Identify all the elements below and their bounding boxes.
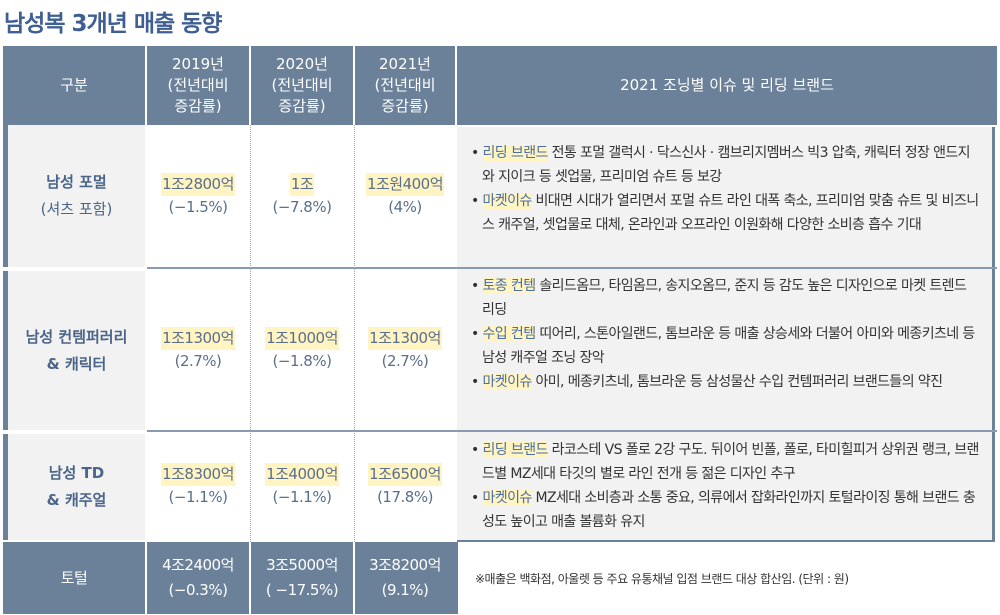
row-label-sub: & 캐릭터 — [46, 354, 107, 373]
tag-label: 리딩 브랜드 — [482, 442, 548, 458]
cell-td-2020: 1조4000억 (−1.1%) — [251, 432, 353, 540]
total-label-cell: 토털 — [3, 542, 145, 614]
issues-formal: • 리딩 브랜드 전통 포멀 갤럭시 · 닥스신사 · 캠브리지멤버스 빅3 압… — [457, 127, 995, 267]
amount: 1조8300억 — [161, 463, 235, 486]
change: (17.8%) — [377, 488, 433, 506]
bullet: • 수입 컨템 띠어리, 스톤아일랜드, 톰브라운 등 매출 상승세와 더불어 … — [471, 326, 975, 366]
tag-label: 마켓이슈 — [482, 374, 532, 390]
header-category: 구분 — [3, 46, 145, 125]
header-year: 2021년 — [379, 55, 431, 73]
header-year: 2019년 — [172, 55, 224, 73]
header-sub: (전년대비 — [374, 76, 436, 94]
amount: 1조원400억 — [365, 173, 445, 196]
bullet-text: 솔리드옴므, 타임옴므, 송지오옴므, 준지 등 감도 높은 디자인으로 마켓 … — [482, 278, 967, 318]
bullet-text: 전통 포멀 갤럭시 · 닥스신사 · 캠브리지멤버스 빅3 압축, 캐릭터 정장… — [482, 145, 971, 185]
cell-formal-2021: 1조원400억 (4%) — [355, 125, 455, 267]
footnote: ※매출은 백화점, 아울렛 등 주요 유통채널 입점 브랜드 대상 합산임. (… — [455, 542, 997, 614]
row-label-main: 남성 포멀 — [46, 173, 107, 191]
amount: 1조4000억 — [265, 463, 339, 486]
row-label-contemporary: 남성 컨템퍼러리 & 캐릭터 — [3, 271, 145, 430]
amount: 3조5000억 — [266, 556, 338, 574]
row-label-td-casual: 남성 TD & 캐주얼 — [3, 434, 145, 540]
tag-label: 토종 컨템 — [482, 278, 536, 294]
header-2020: 2020년 (전년대비 증감률) — [251, 46, 353, 125]
bullet: • 마켓이슈 비대면 시대가 열리면서 포멀 슈트 라인 대폭 축소, 프리미엄… — [471, 193, 979, 233]
change: (−7.8%) — [272, 198, 332, 216]
column-divider — [250, 125, 251, 542]
footnote-text: ※매출은 백화점, 아울렛 등 주요 유통채널 입점 브랜드 대상 합산임. (… — [475, 571, 849, 586]
row-label-main: 남성 TD — [48, 464, 105, 482]
cell-contemporary-2019: 1조1300억 (2.7%) — [147, 269, 249, 430]
header-2019: 2019년 (전년대비 증감률) — [147, 46, 249, 125]
total-2019: 4조2400억 (−0.3%) — [147, 542, 249, 614]
header-sub: 증감률) — [278, 97, 326, 115]
change: (2.7%) — [174, 351, 222, 370]
row-label-sub: (셔츠 포함) — [40, 200, 113, 218]
amount: 3조8200억 — [369, 556, 441, 574]
change: (−1.1%) — [272, 488, 332, 506]
issues-contemporary: • 토종 컨템 솔리드옴므, 타임옴므, 송지오옴므, 준지 등 감도 높은 디… — [457, 269, 995, 430]
header-issues: 2021 조닝별 이슈 및 리딩 브랜드 — [457, 46, 997, 125]
change: (−1.1%) — [168, 488, 228, 506]
amount: 1조 — [289, 173, 315, 196]
issues-td-casual: • 리딩 브랜드 라코스테 VS 폴로 2강 구도. 뒤이어 빈폴, 폴로, 타… — [457, 432, 995, 542]
bullet: • 리딩 브랜드 라코스테 VS 폴로 2강 구도. 뒤이어 빈폴, 폴로, 타… — [471, 442, 979, 482]
amount: 1조6500억 — [368, 463, 442, 486]
bullet-text: 라코스테 VS 폴로 2강 구도. 뒤이어 빈폴, 폴로, 타미힐피거 상위권 … — [482, 442, 979, 482]
amount: 1조2800억 — [161, 173, 235, 196]
bullet: • 마켓이슈 MZ세대 소비층과 소통 중요, 의류에서 잡화라인까지 토털라이… — [471, 490, 976, 530]
row-label-sub: & 캐주얼 — [46, 491, 107, 509]
header-year: 2020년 — [276, 55, 328, 73]
tag-label: 수입 컨템 — [482, 326, 536, 342]
bullet-text: 비대면 시대가 열리면서 포멀 슈트 라인 대폭 축소, 프리미엄 맞춤 슈트 … — [482, 193, 979, 233]
tag-label: 마켓이슈 — [482, 490, 532, 506]
total-2021: 3조8200억 (9.1%) — [355, 542, 455, 614]
bullet-text: 아미, 메종키츠네, 톰브라운 등 삼성물산 수입 컨템퍼러리 브랜드들의 약진 — [531, 374, 943, 390]
amount: 1조1300억 — [161, 326, 235, 350]
change: ( −17.5%) — [265, 581, 339, 599]
header-sub: (전년대비 — [271, 76, 333, 94]
change: (−1.5%) — [168, 198, 228, 216]
change: (2.7%) — [381, 351, 429, 370]
header-category-label: 구분 — [60, 76, 88, 94]
cell-td-2021: 1조6500억 (17.8%) — [355, 432, 455, 540]
change: (4%) — [388, 198, 422, 216]
header-sub: (전년대비 — [167, 76, 229, 94]
page-title: 남성복 3개년 매출 동향 — [4, 11, 222, 37]
header-2021: 2021년 (전년대비 증감률) — [355, 46, 455, 125]
amount: 1조1300억 — [368, 326, 442, 350]
header-sub: 증감률) — [174, 97, 222, 115]
cell-contemporary-2021: 1조1300억 (2.7%) — [355, 269, 455, 430]
column-divider — [354, 125, 355, 542]
header-issues-label: 2021 조닝별 이슈 및 리딩 브랜드 — [620, 76, 834, 94]
bullet-text: 띠어리, 스톤아일랜드, 톰브라운 등 매출 상승세와 더불어 아미와 메종키츠… — [482, 326, 975, 366]
total-2020: 3조5000억 ( −17.5%) — [251, 542, 353, 614]
amount: 4조2400억 — [162, 556, 234, 574]
header-sub: 증감률) — [381, 97, 429, 115]
cell-td-2019: 1조8300억 (−1.1%) — [147, 432, 249, 540]
bullet: • 리딩 브랜드 전통 포멀 갤럭시 · 닥스신사 · 캠브리지멤버스 빅3 압… — [471, 145, 971, 185]
total-label: 토털 — [60, 568, 88, 587]
row-label-main: 남성 컨템퍼러리 — [25, 327, 128, 346]
cell-contemporary-2020: 1조1000억 (−1.8%) — [251, 269, 353, 430]
tag-label: 마켓이슈 — [482, 193, 532, 209]
cell-formal-2019: 1조2800억 (−1.5%) — [147, 125, 249, 267]
row-label-formal: 남성 포멀 (셔츠 포함) — [3, 125, 145, 267]
tag-label: 리딩 브랜드 — [482, 145, 548, 161]
amount: 1조1000억 — [265, 326, 339, 350]
change: (9.1%) — [381, 581, 429, 599]
bullet: • 토종 컨템 솔리드옴므, 타임옴므, 송지오옴므, 준지 등 감도 높은 디… — [471, 278, 967, 318]
bullet: • 마켓이슈 아미, 메종키츠네, 톰브라운 등 삼성물산 수입 컨템퍼러리 브… — [471, 374, 943, 390]
change: (−1.8%) — [272, 351, 332, 370]
row-divider — [147, 430, 997, 432]
bullet-text: MZ세대 소비층과 소통 중요, 의류에서 잡화라인까지 토털라이징 통해 브랜… — [482, 490, 976, 530]
change: (−0.3%) — [168, 581, 228, 599]
cell-formal-2020: 1조 (−7.8%) — [251, 125, 353, 267]
sales-table: 구분 2019년 (전년대비 증감률) 2020년 (전년대비 증감률) 202… — [3, 46, 997, 614]
row-divider — [147, 267, 997, 269]
